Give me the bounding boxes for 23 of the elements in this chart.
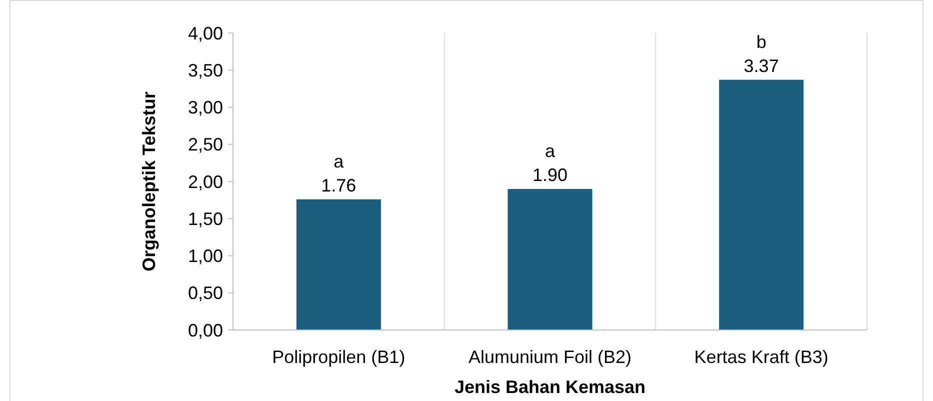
annotation: a (334, 151, 345, 172)
y-tick-label: 3,00 (188, 98, 223, 118)
x-tick-label: Polipropilen (B1) (272, 347, 406, 367)
annotation: a (544, 140, 556, 161)
y-tick-label: 1,00 (188, 246, 223, 266)
y-axis-title: Organoleptik Tekstur (139, 92, 159, 272)
y-tick-label: 1,50 (188, 208, 223, 229)
y-tick-label: 0,00 (188, 320, 223, 340)
x-axis-title: Jenis Bahan Kemasan (454, 377, 646, 397)
data-label: 3.37 (744, 56, 779, 76)
annotation: b (756, 32, 766, 52)
bar (296, 199, 381, 330)
x-tick-label: Kertas Kraft (B3) (694, 347, 828, 367)
bar (719, 80, 804, 330)
data-label: 1.76 (321, 175, 356, 196)
y-tick-label: 3,50 (188, 60, 223, 80)
y-tick-label: 0,50 (188, 283, 223, 304)
y-tick-label: 2,50 (188, 134, 223, 155)
y-tick-label: 2,00 (188, 172, 223, 192)
bar (508, 188, 592, 330)
x-tick-label: Alumunium Foil (B2) (468, 347, 632, 367)
data-label: 1.90 (532, 164, 568, 185)
y-tick-label: 4,00 (188, 23, 223, 44)
